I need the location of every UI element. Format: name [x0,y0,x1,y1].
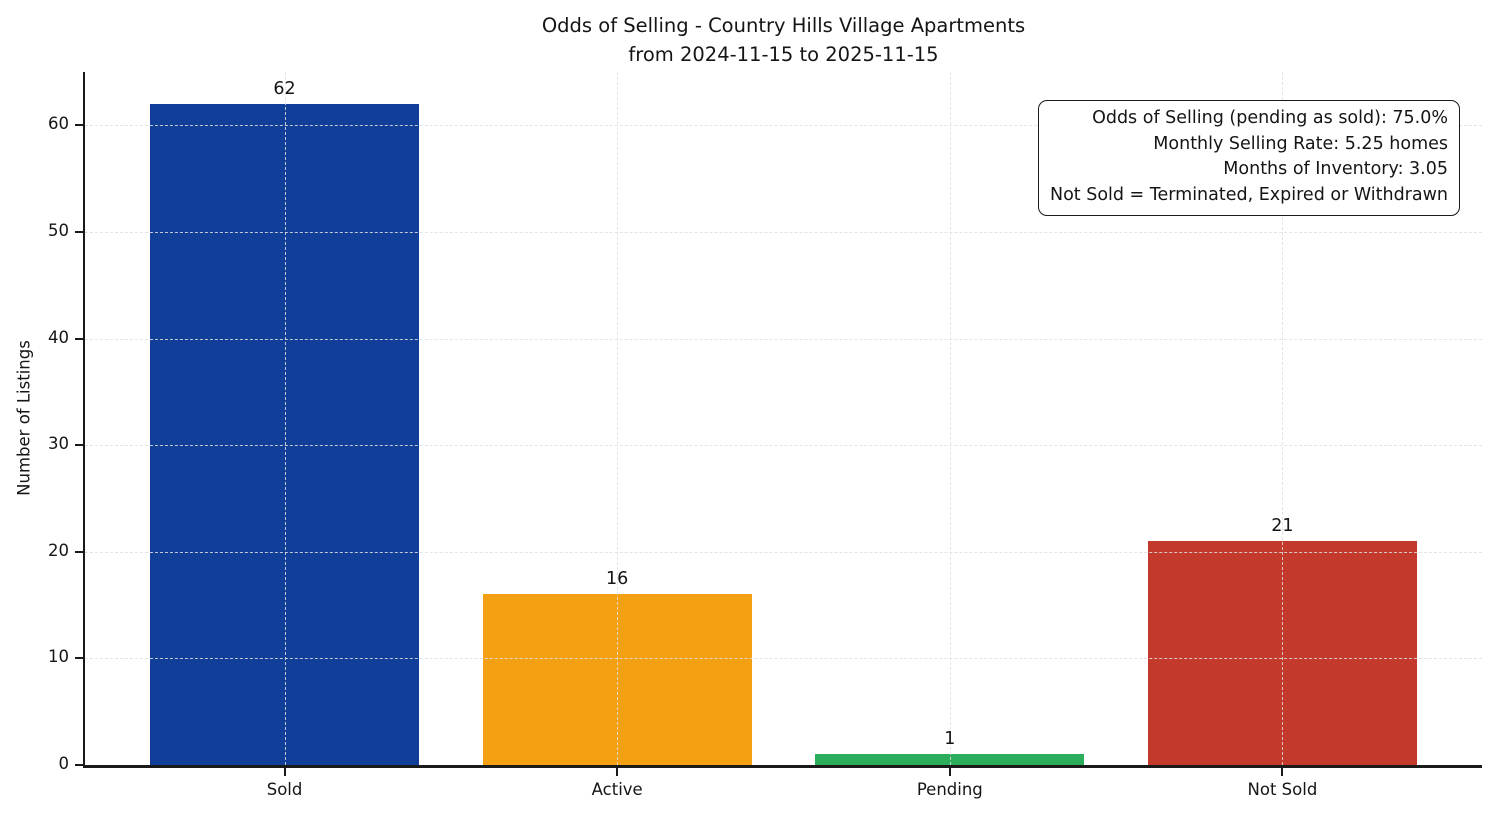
y-tick-label-30: 30 [48,434,69,454]
x-tick-label-active: Active [591,780,643,799]
gridline-vertical-pending [949,72,951,765]
chart-title-line1: Odds of Selling - Country Hills Village … [541,14,1026,37]
y-tick-label-20: 20 [48,540,69,560]
y-tick-mark-20 [75,550,83,553]
gridline-vertical-sold [284,72,286,765]
y-tick-label-10: 10 [48,647,69,667]
y-tick-label-50: 50 [48,220,69,240]
plot-area: 62 Sold 16 Active 1 Pending 21 Not Sold 0 10 20 30 4… [48,72,1482,799]
gridline-horizontal-30 [85,445,1482,447]
annotation-line-3: Months of Inventory: 3.05 [1223,159,1448,179]
annotation-line-4: Not Sold = Terminated, Expired or Withdr… [1049,184,1448,205]
y-axis-label: Number of Listings [14,340,34,496]
y-tick-mark-30 [75,444,83,447]
y-tick-mark-0 [75,764,83,766]
y-axis-spine [83,72,85,767]
annotation-line-2: Monthly Selling Rate: 5.25 homes [1153,133,1448,154]
chart-title: Odds of Selling - Country Hills Village … [85,11,1482,69]
x-tick-mark-active [616,767,619,776]
y-tick-mark-50 [75,230,83,233]
gridline-vertical-active [617,72,619,765]
x-tick-mark-pending [948,767,951,776]
bar-value-label-sold: 62 [273,79,296,99]
x-tick-mark-not-sold [1281,767,1284,776]
chart-title-line2: from 2024-11-15 to 2025-11-15 [628,43,939,66]
y-tick-label-60: 60 [48,114,69,134]
bar-value-label-active: 16 [606,569,629,590]
bar-value-label-not-sold: 21 [1271,516,1294,537]
gridline-vertical-not-sold [1282,72,1284,765]
y-tick-mark-10 [75,657,83,660]
x-tick-mark-sold [283,767,286,776]
y-tick-label-0: 0 [58,754,70,773]
x-axis-spine [83,765,1482,768]
x-tick-label-not-sold: Not Sold [1247,780,1318,799]
y-tick-label-40: 40 [48,327,69,347]
x-tick-label-pending: Pending [916,780,983,799]
annotation-line-1: Odds of Selling (pending as sold): 75.0% [1092,108,1448,128]
annotation-box: Odds of Selling (pending as sold): 75.0%… [1037,100,1460,216]
y-tick-mark-60 [75,124,83,127]
gridline-horizontal-60 [85,125,1482,127]
gridline-horizontal-50 [85,231,1482,233]
gridline-horizontal-40 [85,338,1482,340]
gridline-horizontal-10 [85,658,1482,660]
bar-value-label-pending: 1 [944,729,956,750]
y-tick-mark-40 [75,337,83,340]
gridline-horizontal-20 [85,551,1482,553]
x-tick-label-sold: Sold [266,780,303,799]
